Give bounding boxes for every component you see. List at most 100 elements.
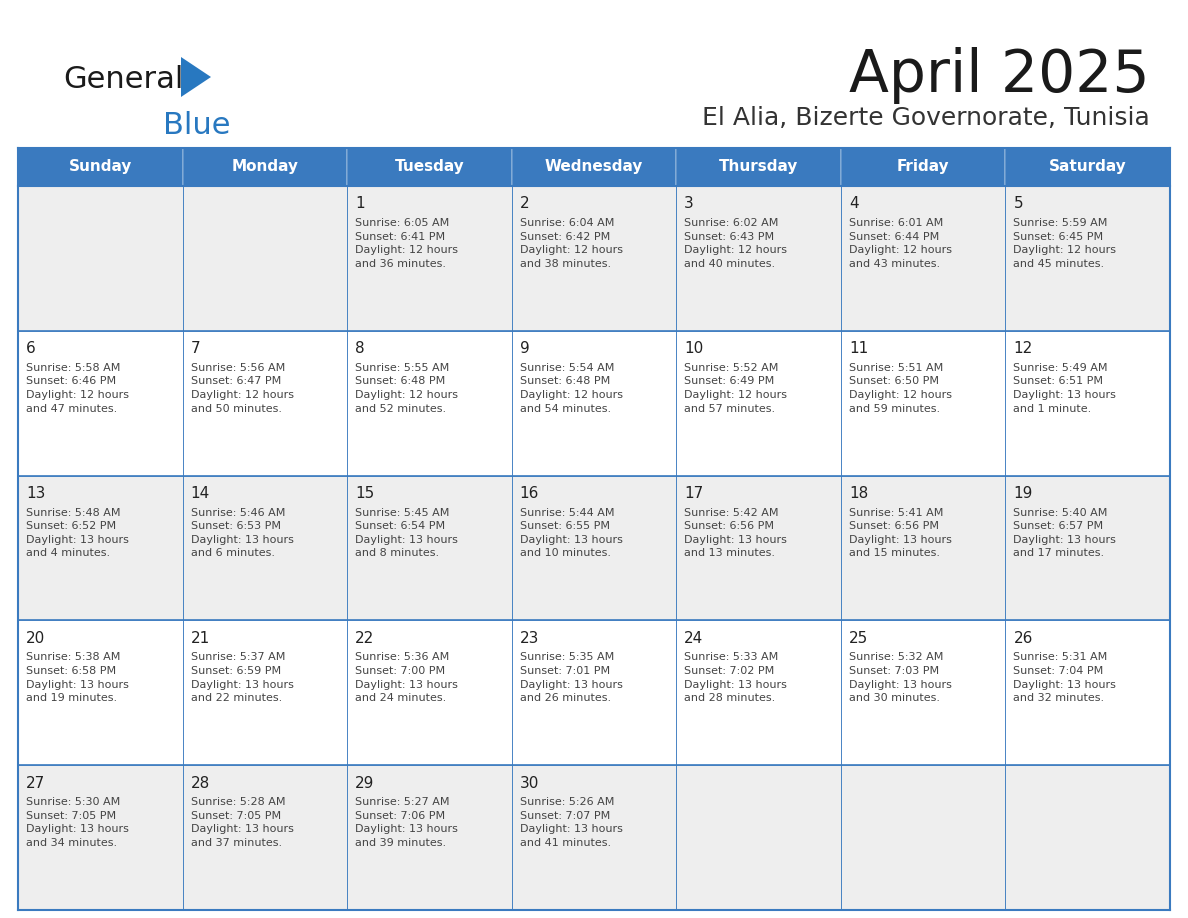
Text: 4: 4: [849, 196, 859, 211]
Text: 17: 17: [684, 487, 703, 501]
Text: Sunrise: 5:44 AM
Sunset: 6:55 PM
Daylight: 13 hours
and 10 minutes.: Sunrise: 5:44 AM Sunset: 6:55 PM Dayligh…: [519, 508, 623, 558]
Text: Sunrise: 5:37 AM
Sunset: 6:59 PM
Daylight: 13 hours
and 22 minutes.: Sunrise: 5:37 AM Sunset: 6:59 PM Dayligh…: [190, 653, 293, 703]
Text: 14: 14: [190, 487, 210, 501]
Text: Sunrise: 5:46 AM
Sunset: 6:53 PM
Daylight: 13 hours
and 6 minutes.: Sunrise: 5:46 AM Sunset: 6:53 PM Dayligh…: [190, 508, 293, 558]
Text: Sunrise: 5:56 AM
Sunset: 6:47 PM
Daylight: 12 hours
and 50 minutes.: Sunrise: 5:56 AM Sunset: 6:47 PM Dayligh…: [190, 363, 293, 414]
Text: 16: 16: [519, 487, 539, 501]
Text: 28: 28: [190, 776, 210, 790]
Text: Monday: Monday: [232, 160, 298, 174]
Bar: [512, 621, 676, 766]
Bar: [676, 330, 841, 476]
Text: Sunrise: 5:51 AM
Sunset: 6:50 PM
Daylight: 12 hours
and 59 minutes.: Sunrise: 5:51 AM Sunset: 6:50 PM Dayligh…: [849, 363, 952, 414]
Text: 20: 20: [26, 631, 45, 646]
Bar: [512, 330, 676, 476]
Bar: [183, 186, 347, 330]
Bar: [676, 148, 841, 186]
Bar: [18, 148, 183, 186]
Bar: [841, 330, 1005, 476]
Bar: [347, 148, 512, 186]
Text: Wednesday: Wednesday: [545, 160, 643, 174]
Text: 24: 24: [684, 631, 703, 646]
Text: 22: 22: [355, 631, 374, 646]
Bar: [183, 621, 347, 766]
Bar: [347, 330, 512, 476]
Text: Sunrise: 6:02 AM
Sunset: 6:43 PM
Daylight: 12 hours
and 40 minutes.: Sunrise: 6:02 AM Sunset: 6:43 PM Dayligh…: [684, 218, 788, 269]
Text: Sunrise: 5:54 AM
Sunset: 6:48 PM
Daylight: 12 hours
and 54 minutes.: Sunrise: 5:54 AM Sunset: 6:48 PM Dayligh…: [519, 363, 623, 414]
Text: 27: 27: [26, 776, 45, 790]
Text: Sunrise: 5:49 AM
Sunset: 6:51 PM
Daylight: 13 hours
and 1 minute.: Sunrise: 5:49 AM Sunset: 6:51 PM Dayligh…: [1013, 363, 1117, 414]
Bar: [512, 148, 676, 186]
Text: 13: 13: [26, 487, 45, 501]
Bar: [347, 186, 512, 330]
Text: 8: 8: [355, 341, 365, 356]
Text: Sunrise: 5:42 AM
Sunset: 6:56 PM
Daylight: 13 hours
and 13 minutes.: Sunrise: 5:42 AM Sunset: 6:56 PM Dayligh…: [684, 508, 788, 558]
Bar: [512, 766, 676, 910]
Text: 10: 10: [684, 341, 703, 356]
Text: 7: 7: [190, 341, 201, 356]
Text: Sunrise: 5:41 AM
Sunset: 6:56 PM
Daylight: 13 hours
and 15 minutes.: Sunrise: 5:41 AM Sunset: 6:56 PM Dayligh…: [849, 508, 952, 558]
Text: Sunrise: 5:32 AM
Sunset: 7:03 PM
Daylight: 13 hours
and 30 minutes.: Sunrise: 5:32 AM Sunset: 7:03 PM Dayligh…: [849, 653, 952, 703]
Bar: [512, 476, 676, 621]
Text: Saturday: Saturday: [1049, 160, 1126, 174]
Bar: [841, 148, 1005, 186]
Text: 5: 5: [1013, 196, 1023, 211]
Text: Sunrise: 5:58 AM
Sunset: 6:46 PM
Daylight: 12 hours
and 47 minutes.: Sunrise: 5:58 AM Sunset: 6:46 PM Dayligh…: [26, 363, 129, 414]
Text: Sunrise: 5:26 AM
Sunset: 7:07 PM
Daylight: 13 hours
and 41 minutes.: Sunrise: 5:26 AM Sunset: 7:07 PM Dayligh…: [519, 797, 623, 848]
Text: General: General: [63, 65, 183, 95]
Text: Sunrise: 6:01 AM
Sunset: 6:44 PM
Daylight: 12 hours
and 43 minutes.: Sunrise: 6:01 AM Sunset: 6:44 PM Dayligh…: [849, 218, 952, 269]
Text: 25: 25: [849, 631, 868, 646]
Bar: [18, 621, 183, 766]
Text: Sunrise: 6:05 AM
Sunset: 6:41 PM
Daylight: 12 hours
and 36 minutes.: Sunrise: 6:05 AM Sunset: 6:41 PM Dayligh…: [355, 218, 459, 269]
Text: 23: 23: [519, 631, 539, 646]
Bar: [347, 476, 512, 621]
Text: Sunrise: 5:45 AM
Sunset: 6:54 PM
Daylight: 13 hours
and 8 minutes.: Sunrise: 5:45 AM Sunset: 6:54 PM Dayligh…: [355, 508, 459, 558]
Text: 12: 12: [1013, 341, 1032, 356]
Text: 18: 18: [849, 487, 868, 501]
Text: 6: 6: [26, 341, 36, 356]
Text: El Alia, Bizerte Governorate, Tunisia: El Alia, Bizerte Governorate, Tunisia: [702, 106, 1150, 130]
Text: Blue: Blue: [163, 110, 230, 140]
Text: Friday: Friday: [897, 160, 949, 174]
Text: Sunrise: 5:59 AM
Sunset: 6:45 PM
Daylight: 12 hours
and 45 minutes.: Sunrise: 5:59 AM Sunset: 6:45 PM Dayligh…: [1013, 218, 1117, 269]
Bar: [1005, 186, 1170, 330]
Text: 9: 9: [519, 341, 530, 356]
Text: 3: 3: [684, 196, 694, 211]
Bar: [18, 766, 183, 910]
Text: 1: 1: [355, 196, 365, 211]
Text: Sunrise: 5:31 AM
Sunset: 7:04 PM
Daylight: 13 hours
and 32 minutes.: Sunrise: 5:31 AM Sunset: 7:04 PM Dayligh…: [1013, 653, 1117, 703]
Bar: [347, 621, 512, 766]
Text: 21: 21: [190, 631, 210, 646]
Bar: [841, 476, 1005, 621]
Bar: [18, 186, 183, 330]
Text: 2: 2: [519, 196, 530, 211]
Bar: [18, 476, 183, 621]
Text: Sunrise: 5:52 AM
Sunset: 6:49 PM
Daylight: 12 hours
and 57 minutes.: Sunrise: 5:52 AM Sunset: 6:49 PM Dayligh…: [684, 363, 788, 414]
Text: 11: 11: [849, 341, 868, 356]
Text: Sunday: Sunday: [69, 160, 132, 174]
Bar: [841, 186, 1005, 330]
Bar: [18, 330, 183, 476]
Bar: [1005, 476, 1170, 621]
Bar: [676, 766, 841, 910]
Bar: [676, 186, 841, 330]
Bar: [183, 330, 347, 476]
Text: Sunrise: 5:28 AM
Sunset: 7:05 PM
Daylight: 13 hours
and 37 minutes.: Sunrise: 5:28 AM Sunset: 7:05 PM Dayligh…: [190, 797, 293, 848]
Polygon shape: [181, 57, 211, 97]
Text: Sunrise: 5:38 AM
Sunset: 6:58 PM
Daylight: 13 hours
and 19 minutes.: Sunrise: 5:38 AM Sunset: 6:58 PM Dayligh…: [26, 653, 128, 703]
Bar: [1005, 148, 1170, 186]
Text: Sunrise: 5:40 AM
Sunset: 6:57 PM
Daylight: 13 hours
and 17 minutes.: Sunrise: 5:40 AM Sunset: 6:57 PM Dayligh…: [1013, 508, 1117, 558]
Bar: [1005, 621, 1170, 766]
Text: Sunrise: 5:35 AM
Sunset: 7:01 PM
Daylight: 13 hours
and 26 minutes.: Sunrise: 5:35 AM Sunset: 7:01 PM Dayligh…: [519, 653, 623, 703]
Bar: [841, 766, 1005, 910]
Bar: [347, 766, 512, 910]
Text: Sunrise: 5:48 AM
Sunset: 6:52 PM
Daylight: 13 hours
and 4 minutes.: Sunrise: 5:48 AM Sunset: 6:52 PM Dayligh…: [26, 508, 128, 558]
Text: 15: 15: [355, 487, 374, 501]
Text: Thursday: Thursday: [719, 160, 798, 174]
Text: Tuesday: Tuesday: [394, 160, 465, 174]
Text: 29: 29: [355, 776, 374, 790]
Bar: [1005, 766, 1170, 910]
Bar: [1005, 330, 1170, 476]
Text: 30: 30: [519, 776, 539, 790]
Text: Sunrise: 5:55 AM
Sunset: 6:48 PM
Daylight: 12 hours
and 52 minutes.: Sunrise: 5:55 AM Sunset: 6:48 PM Dayligh…: [355, 363, 459, 414]
Text: 26: 26: [1013, 631, 1032, 646]
